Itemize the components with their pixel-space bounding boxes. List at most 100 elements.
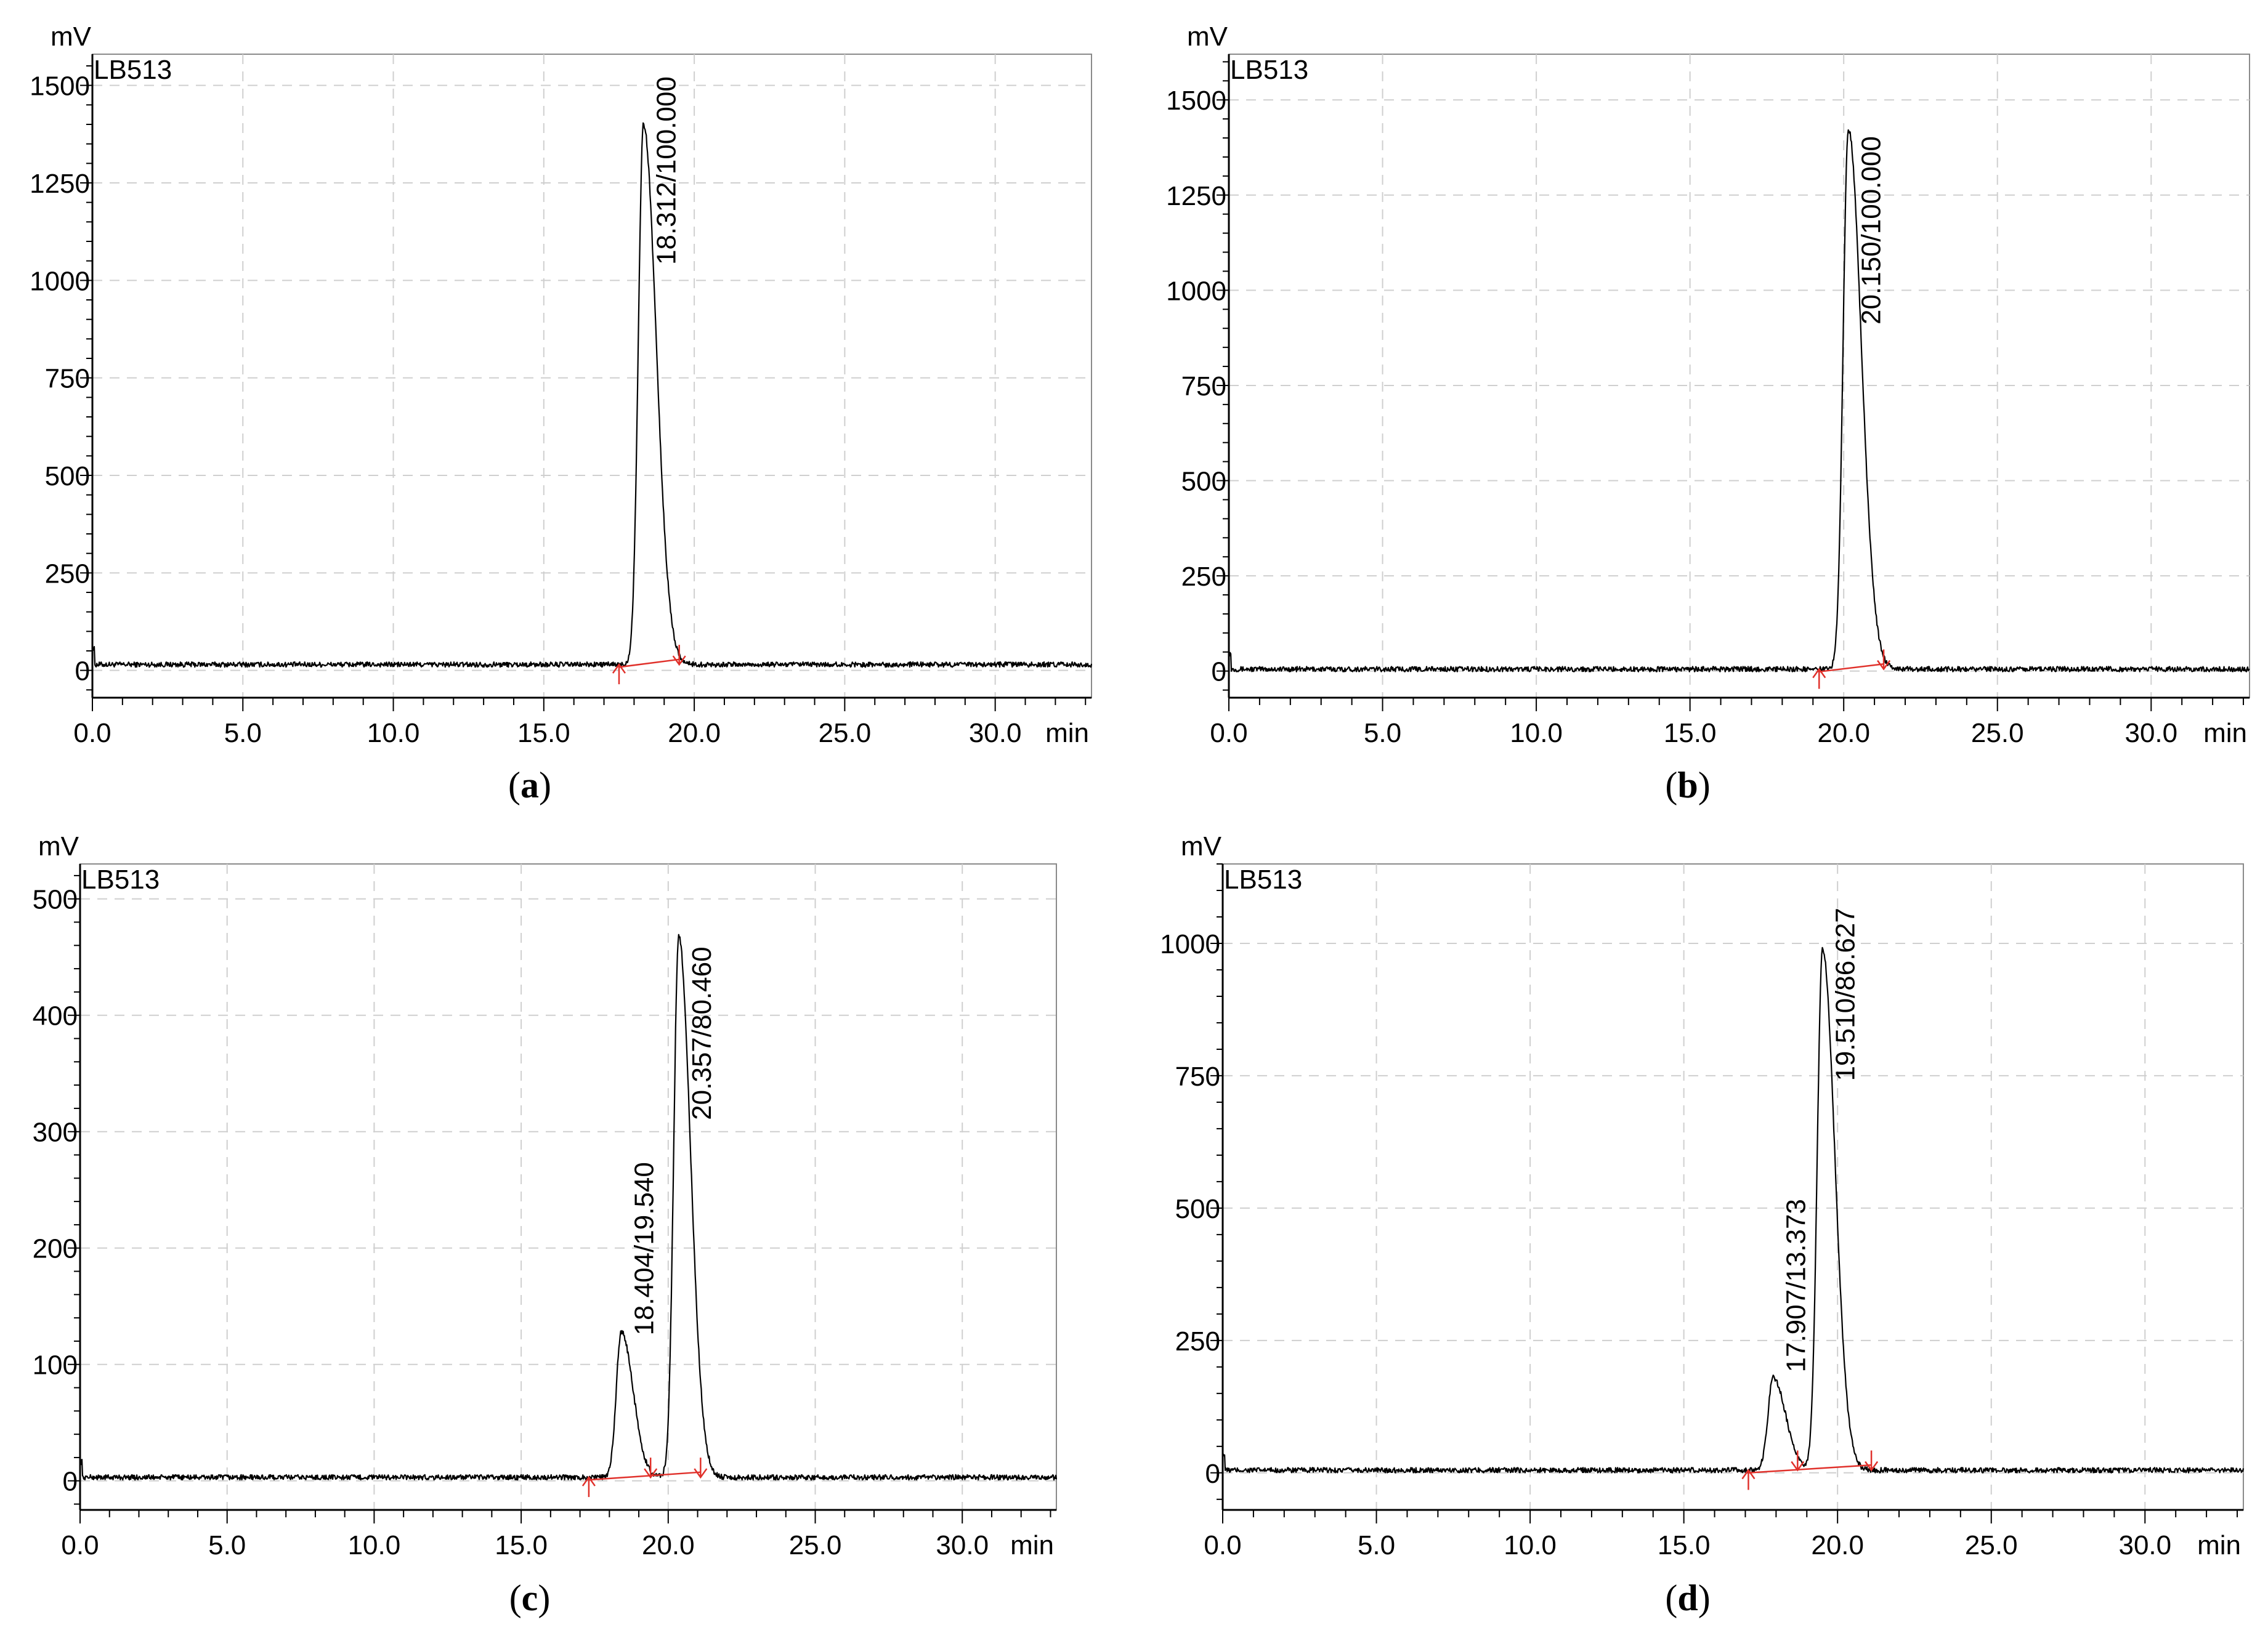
x-unit-label: min (2203, 718, 2247, 748)
integration-marker-arrow (644, 1468, 658, 1479)
caption-letter: d (1677, 1578, 1698, 1618)
y-tick-label: 0 (63, 1467, 78, 1497)
caption-open-paren: ( (1665, 765, 1677, 805)
chart-panel-d: 0.0 5.0 10.0 15.0 20.0 25.0 30.0 0 250 500 750 1000… (1160, 831, 2245, 1618)
caption-letter: a (520, 765, 539, 805)
caption-close-paren: ) (538, 1578, 550, 1618)
x-tick-label: 10.0 (1504, 1530, 1557, 1560)
x-tick-label: 15.0 (517, 718, 570, 748)
caption-letter: b (1677, 765, 1698, 805)
x-unit-label: min (2197, 1530, 2241, 1560)
chromatogram-trace (1221, 946, 2245, 1474)
y-tick-label: 750 (1181, 371, 1226, 401)
plot-frame (1228, 54, 2250, 698)
caption-close-paren: ) (1698, 1578, 1711, 1618)
x-tick-label: 30.0 (969, 718, 1022, 748)
y-tick-label: 750 (1175, 1062, 1220, 1092)
y-tick-label: 0 (1205, 1459, 1220, 1489)
y-tick-label: 500 (33, 885, 78, 915)
y-tick-label: 1250 (1166, 181, 1226, 211)
y-tick-label: 250 (1175, 1326, 1220, 1357)
integration-baseline (588, 1471, 701, 1481)
panel-caption: (c) (509, 1578, 551, 1618)
x-unit-label: min (1045, 718, 1089, 748)
y-tick-label: 100 (33, 1350, 78, 1381)
x-tick-label: 25.0 (819, 718, 872, 748)
y-tick-label: 750 (45, 364, 90, 394)
peak-label: 18.404/19.540 (630, 1162, 660, 1335)
y-tick-label: 500 (45, 461, 90, 491)
x-tick-label: 25.0 (1965, 1530, 2018, 1560)
x-tick-label: 0.0 (73, 718, 111, 748)
plot-frame (92, 54, 1092, 698)
x-tick-label: 30.0 (2118, 1530, 2171, 1560)
y-unit-label: mV (51, 22, 92, 52)
x-tick-label: 0.0 (1204, 1530, 1241, 1560)
x-tick-label: 30.0 (936, 1530, 989, 1560)
x-tick-label: 10.0 (367, 718, 420, 748)
y-tick-label: 500 (1181, 467, 1226, 497)
x-tick-label: 5.0 (224, 718, 262, 748)
caption-open-paren: ( (1665, 1578, 1677, 1618)
y-tick-label: 1000 (30, 266, 90, 296)
x-tick-label: 10.0 (348, 1530, 401, 1560)
integration-marker-arrow (1791, 1461, 1805, 1472)
x-tick-label: 20.0 (668, 718, 721, 748)
x-tick-label: 25.0 (789, 1530, 842, 1560)
x-tick-label: 5.0 (1358, 1530, 1395, 1560)
caption-open-paren: ( (508, 765, 520, 805)
x-tick-label: 0.0 (1210, 718, 1247, 748)
peak-label: 20.357/80.460 (687, 946, 717, 1120)
y-tick-label: 1500 (1166, 86, 1226, 116)
integration-marker-arrow (672, 655, 686, 666)
sample-label: LB513 (94, 55, 172, 85)
y-tick-label: 300 (33, 1118, 78, 1148)
x-tick-label: 30.0 (2124, 718, 2177, 748)
y-tick-label: 0 (75, 656, 90, 687)
integration-baseline (618, 658, 679, 668)
y-tick-label: 0 (1212, 657, 1226, 687)
peak-label: 20.150/100.000 (1857, 136, 1887, 325)
y-tick-label: 1500 (30, 71, 90, 102)
x-tick-label: 25.0 (1971, 718, 2024, 748)
peak-label: 18.312/100.000 (652, 76, 682, 265)
y-unit-label: mV (38, 831, 79, 861)
integration-marker-arrow (1877, 660, 1891, 671)
y-tick-label: 1000 (1166, 276, 1226, 306)
chart-panel-c: 0.0 5.0 10.0 15.0 20.0 25.0 30.0 0 100 200 300 400 5… (33, 831, 1058, 1618)
integration-baseline (1819, 663, 1884, 673)
y-tick-label: 400 (33, 1001, 78, 1031)
x-unit-label: min (1010, 1530, 1054, 1560)
x-tick-label: 20.0 (1817, 718, 1870, 748)
peak-label: 19.510/86.627 (1831, 908, 1861, 1081)
peak-label: 17.907/13.373 (1781, 1199, 1812, 1372)
x-tick-label: 15.0 (1664, 718, 1717, 748)
integration-marker-arrow (1812, 668, 1826, 679)
y-unit-label: mV (1187, 22, 1228, 52)
x-tick-label: 20.0 (1811, 1530, 1864, 1560)
y-unit-label: mV (1181, 831, 1222, 861)
y-tick-label: 1250 (30, 169, 90, 199)
plot-frame (1222, 863, 2244, 1511)
sample-label: LB513 (1230, 55, 1308, 85)
caption-close-paren: ) (539, 765, 551, 805)
chromatogram-trace (91, 122, 1093, 668)
y-tick-label: 250 (1181, 562, 1226, 592)
panel-caption: (d) (1665, 1578, 1710, 1618)
sample-label: LB513 (1224, 865, 1302, 895)
integration-baseline (1748, 1464, 1872, 1474)
sample-label: LB513 (81, 865, 160, 895)
x-tick-label: 15.0 (495, 1530, 548, 1560)
caption-close-paren: ) (1698, 765, 1711, 805)
y-tick-label: 250 (45, 559, 90, 589)
caption-open-paren: ( (509, 1578, 522, 1618)
integration-marker-arrow (612, 663, 626, 674)
chromatogram-trace (79, 934, 1058, 1481)
integration-marker-arrow (1741, 1469, 1756, 1480)
chart-panel-b: 0.0 5.0 10.0 15.0 20.0 25.0 30.0 0 250 500 750 1000… (1166, 22, 2250, 805)
x-tick-label: 10.0 (1510, 718, 1563, 748)
y-tick-label: 1000 (1160, 929, 1220, 959)
y-tick-label: 200 (33, 1234, 78, 1264)
x-tick-label: 5.0 (1364, 718, 1401, 748)
